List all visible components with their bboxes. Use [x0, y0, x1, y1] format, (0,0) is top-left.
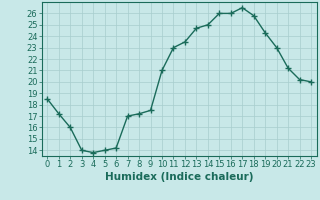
X-axis label: Humidex (Indice chaleur): Humidex (Indice chaleur) — [105, 172, 253, 182]
